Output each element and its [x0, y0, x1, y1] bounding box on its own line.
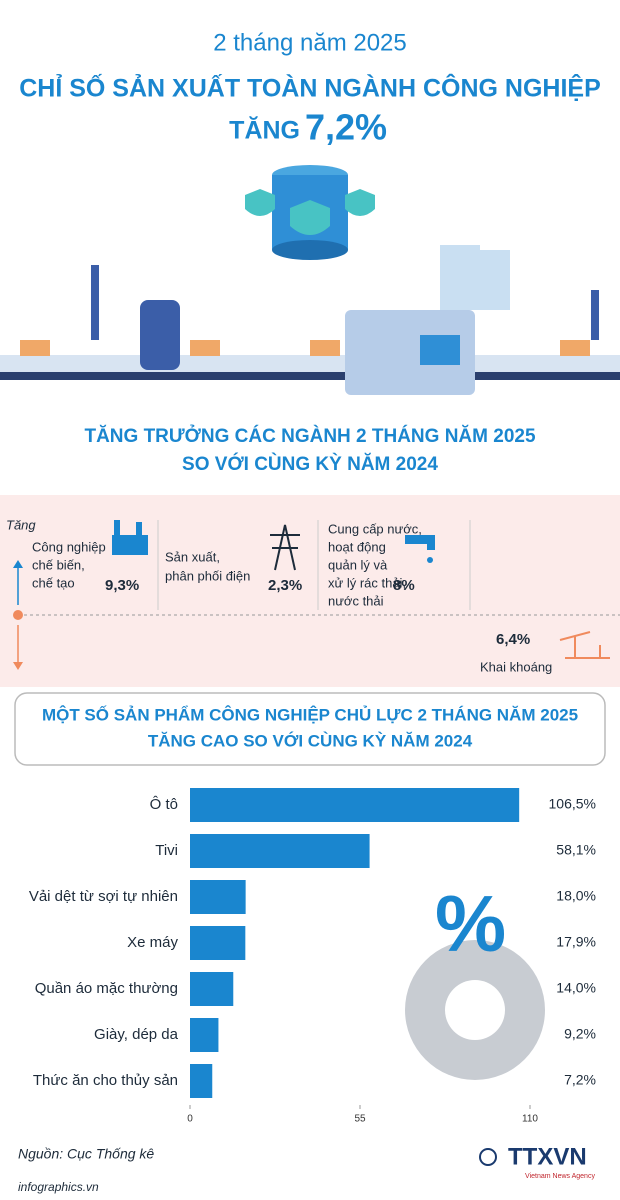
x-tick-label: 55 — [354, 1114, 366, 1125]
subtitle: 2 tháng năm 2025 — [213, 29, 407, 56]
value-label: 14,0% — [556, 980, 596, 996]
site: infographics.vn — [18, 1180, 99, 1194]
arrow-up — [13, 560, 23, 568]
x-tick-label: 0 — [187, 1114, 193, 1125]
logo: TTXVN — [508, 1143, 587, 1170]
copyright-icon — [479, 1148, 497, 1166]
growth-title: TĂNG TRƯỞNG CÁC NGÀNH 2 THÁNG NĂM 2025 — [84, 425, 535, 447]
value-label: 17,9% — [556, 934, 596, 950]
value-label: 106,5% — [549, 796, 596, 812]
value-label: 7,2% — [564, 1072, 596, 1088]
sector-name: xử lý rác thải, — [328, 575, 406, 590]
bar — [190, 834, 370, 868]
value-label: 9,2% — [564, 1026, 596, 1042]
category-label: Tivi — [155, 842, 178, 859]
sector-value: 6,4% — [496, 631, 530, 648]
source: Nguồn: Cục Thống kê — [18, 1146, 154, 1162]
value-label: 58,1% — [556, 842, 596, 858]
sector-name: quản lý và — [328, 557, 388, 572]
category-label: Thức ăn cho thủy sản — [33, 1072, 178, 1089]
sector-value: 8% — [393, 577, 415, 594]
sector-name: chế biến, — [32, 557, 85, 572]
pylon-icon — [270, 524, 300, 571]
x-tick-label: 110 — [522, 1114, 538, 1125]
axis-origin — [13, 610, 23, 620]
sector-name: hoạt động — [328, 539, 386, 554]
bar — [190, 1018, 219, 1052]
category-label: Vải dệt từ sợi tự nhiên — [29, 888, 178, 905]
arrow-down — [13, 662, 23, 670]
factory-icon — [112, 520, 148, 555]
sector-name: Công nghiệp — [32, 539, 106, 554]
sector-name: Sản xuất, — [165, 549, 220, 564]
category-label: Ô tô — [150, 796, 178, 813]
category-label: Giày, dép da — [94, 1026, 179, 1043]
chart-title-box — [14, 692, 606, 766]
illustration — [0, 165, 620, 395]
pump-icon — [559, 631, 610, 659]
axis-label: Tăng — [6, 517, 36, 532]
sector-name: Cung cấp nước, — [328, 521, 422, 536]
sector-name: phân phối điện — [165, 568, 250, 583]
bar — [190, 926, 246, 960]
tap-icon — [405, 535, 435, 563]
category-label: Quần áo mặc thường — [35, 980, 178, 997]
svg-text:%: % — [435, 879, 506, 968]
chart-title: TĂNG CAO SO VỚI CÙNG KỲ NĂM 2024 — [148, 731, 473, 750]
growth-title: SO VỚI CÙNG KỲ NĂM 2024 — [182, 453, 438, 475]
category-label: Xe máy — [127, 934, 178, 951]
increase-value: 7,2% — [305, 107, 387, 148]
sector-name: nước thải — [328, 593, 384, 608]
chart-title: MỘT SỐ SẢN PHẨM CÔNG NGHIỆP CHỦ LỰC 2 TH… — [42, 704, 578, 724]
plot: 0 55 110 Ô tô 106,5% Tivi 58,1% Vải dệt từ sợi … — [29, 788, 596, 1125]
sector-name: chế tạo — [32, 575, 75, 590]
gear-decoration: % — [405, 879, 545, 1080]
logo-sub: Vietnam News Agency — [525, 1173, 595, 1180]
bar — [190, 972, 234, 1006]
value-label: 18,0% — [556, 888, 596, 904]
title: CHỈ SỐ SẢN XUẤT TOÀN NGÀNH CÔNG NGHIỆP — [19, 73, 601, 103]
sector-name: Khai khoáng — [480, 659, 552, 674]
growth-panel — [0, 495, 620, 687]
bar — [190, 788, 520, 822]
bar — [190, 1064, 213, 1098]
bar — [190, 880, 246, 914]
sector-value: 2,3% — [268, 577, 302, 594]
increase-prefix: TĂNG — [229, 116, 300, 145]
sector-value: 9,3% — [105, 577, 139, 594]
